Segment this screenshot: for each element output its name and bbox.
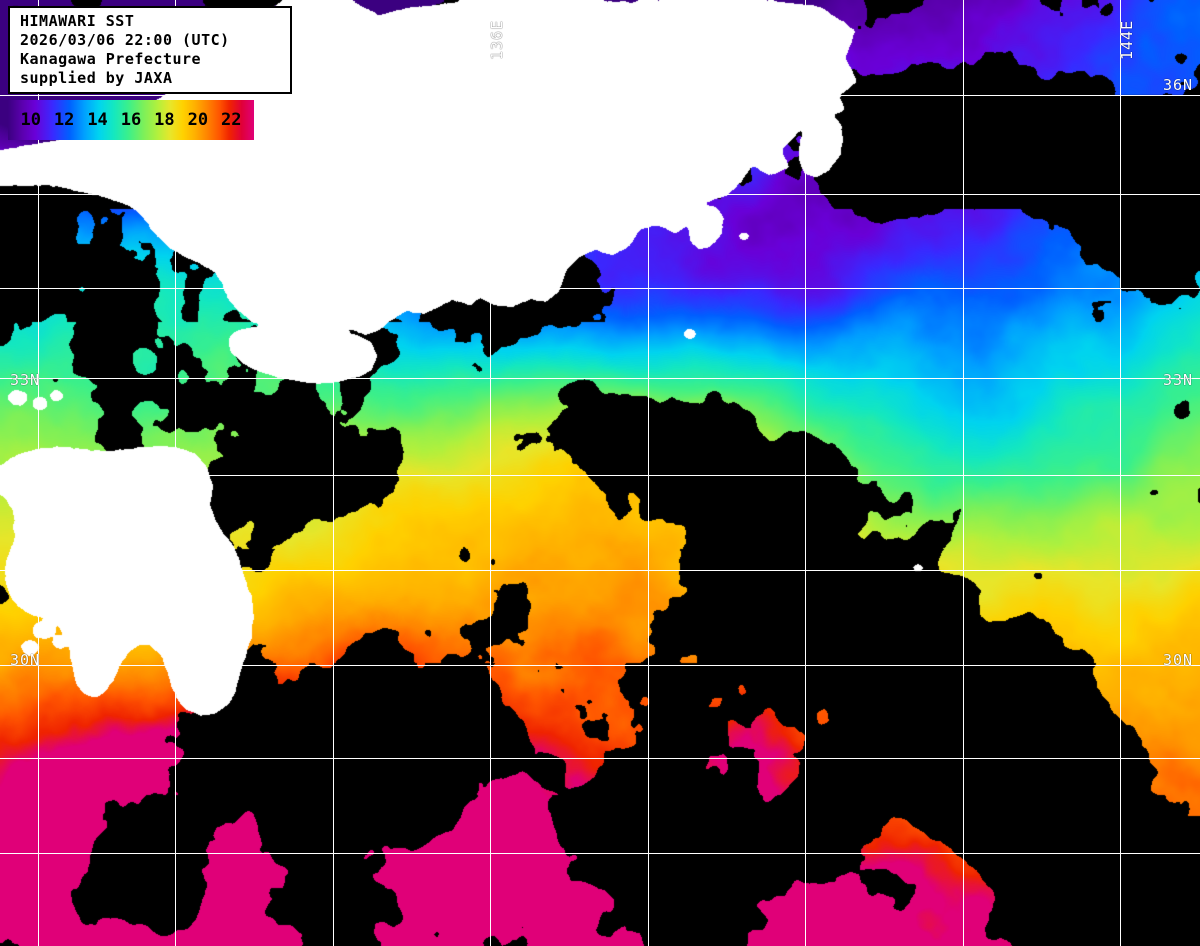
colorbar-tick-labels: 10 12 14 16 18 20 22 (8, 100, 254, 140)
lon-label-144E: 144E (1118, 19, 1136, 60)
lat-label-30N: 30N (10, 651, 41, 669)
product-region: Kanagawa Prefecture (20, 50, 202, 68)
lat-label-36N: 36N (1163, 76, 1194, 94)
colorbar-tick-18: 18 (154, 110, 175, 130)
product-info-box: HIMAWARI SST 2026/03/06 22:00 (UTC) Kana… (8, 6, 292, 94)
product-title: HIMAWARI SST (20, 12, 135, 30)
colorbar-tick-22: 22 (221, 110, 242, 130)
colorbar-tick-10: 10 (20, 110, 41, 130)
colorbar-tick-16: 16 (120, 110, 142, 130)
lat-label-33N: 33N (1163, 371, 1194, 389)
colorbar-tick-12: 12 (53, 110, 75, 130)
product-datetime: 2026/03/06 22:00 (UTC) (20, 31, 230, 49)
colorbar-gradient (8, 100, 254, 140)
lat-label-30N: 30N (1163, 651, 1194, 669)
product-credit: supplied by JAXA (20, 69, 173, 87)
lon-label-136E: 136E (488, 19, 506, 60)
lat-label-33N: 33N (10, 371, 41, 389)
colorbar-tick-20: 20 (187, 110, 209, 130)
sst-colorbar: 10 12 14 16 18 20 22 (8, 100, 254, 140)
colorbar-tick-14: 14 (87, 110, 108, 130)
